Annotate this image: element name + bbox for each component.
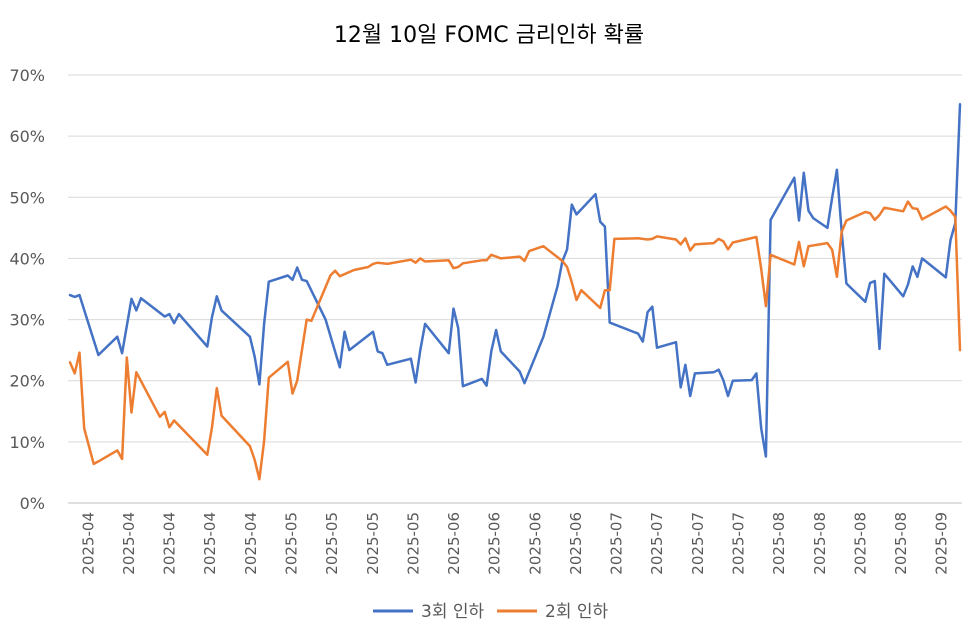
x-tick-label: 2025-04 — [120, 512, 138, 575]
x-tick-label: 2025-04 — [161, 512, 179, 575]
legend-label-1: 3회 인하 — [421, 602, 484, 622]
x-tick-label: 2025-06 — [567, 512, 585, 575]
legend-label-2: 2회 인하 — [545, 602, 608, 622]
series-line-2 — [68, 200, 962, 481]
x-tick-label: 2025-06 — [486, 512, 504, 575]
x-tick-label: 2025-08 — [851, 512, 869, 575]
x-tick-label: 2025-06 — [526, 512, 544, 575]
x-tick-label: 2025-04 — [79, 512, 97, 575]
x-tick-label: 2025-04 — [201, 512, 219, 575]
x-tick-label: 2025-05 — [404, 512, 422, 575]
legend: 3회 인하 2회 인하 — [373, 602, 608, 622]
y-tick-label: 30% — [9, 311, 45, 330]
x-axis-ticks: 2025-04 2025-04 2025-04 2025-04 2025-04 2025-… — [79, 512, 950, 575]
series-lines — [68, 103, 962, 481]
x-tick-label: 2025-05 — [364, 512, 382, 575]
x-tick-label: 2025-05 — [283, 512, 301, 575]
x-tick-label: 2025-09 — [933, 512, 951, 575]
x-tick-label: 2025-08 — [811, 512, 829, 575]
y-tick-label: 60% — [9, 127, 45, 146]
chart-title: 12월 10일 FOMC 금리인하 확률 — [334, 23, 644, 48]
y-tick-label: 70% — [9, 66, 45, 85]
y-tick-label: 0% — [20, 494, 45, 513]
series-line-1 — [68, 103, 962, 458]
y-tick-label: 40% — [9, 249, 45, 268]
x-tick-label: 2025-07 — [730, 512, 748, 575]
x-tick-label: 2025-04 — [242, 512, 260, 575]
x-tick-label: 2025-07 — [608, 512, 626, 575]
y-tick-label: 50% — [9, 188, 45, 207]
x-tick-label: 2025-07 — [689, 512, 707, 575]
y-tick-label: 20% — [9, 372, 45, 391]
y-tick-label: 10% — [9, 433, 45, 452]
gridlines — [68, 74, 962, 504]
x-tick-label: 2025-08 — [770, 512, 788, 575]
x-tick-label: 2025-07 — [648, 512, 666, 575]
y-axis-ticks: 0% 10% 20% 30% 40% 50% 60% 70% — [9, 66, 45, 513]
x-tick-label: 2025-08 — [892, 512, 910, 575]
x-tick-label: 2025-06 — [445, 512, 463, 575]
x-tick-label: 2025-05 — [323, 512, 341, 575]
